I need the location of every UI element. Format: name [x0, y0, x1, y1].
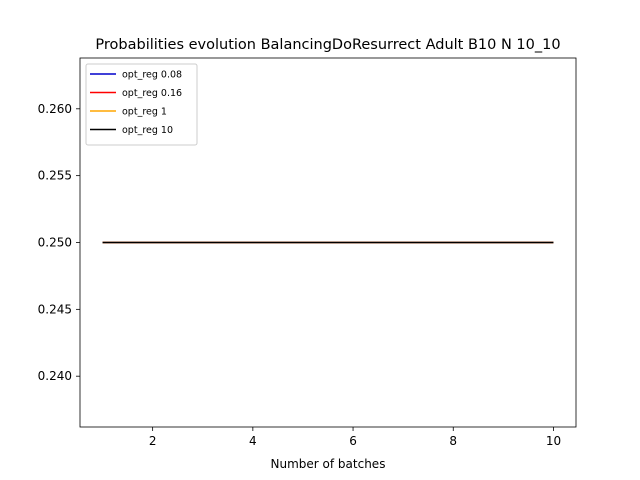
- x-axis-label: Number of batches: [271, 457, 386, 471]
- y-axis-ticks: 0.240 0.245 0.250 0.255 0.260: [38, 102, 80, 383]
- y-tick-label: 0.245: [38, 302, 72, 316]
- legend-label-2: opt_reg 1: [122, 107, 167, 118]
- y-tick-label: 0.260: [38, 102, 72, 116]
- legend-label-3: opt_reg 10: [122, 125, 173, 136]
- x-tick-label: 2: [149, 434, 157, 448]
- y-tick-label: 0.250: [38, 236, 72, 250]
- y-tick-label: 0.255: [38, 169, 72, 183]
- x-tick-label: 8: [449, 434, 457, 448]
- y-tick-label: 0.240: [38, 369, 72, 383]
- legend: opt_reg 0.08 opt_reg 0.16 opt_reg 1 opt_reg…: [85, 63, 198, 146]
- x-axis-ticks: 2 4 6 8 10: [149, 427, 561, 448]
- x-tick-label: 10: [546, 434, 561, 448]
- legend-label-0: opt_reg 0.08: [122, 70, 182, 81]
- x-tick-label: 6: [349, 434, 357, 448]
- legend-box: [85, 63, 198, 146]
- chart-title: Probabilities evolution BalancingDoResur…: [95, 37, 560, 53]
- legend-label-1: opt_reg 0.16: [122, 88, 182, 99]
- x-tick-label: 4: [249, 434, 257, 448]
